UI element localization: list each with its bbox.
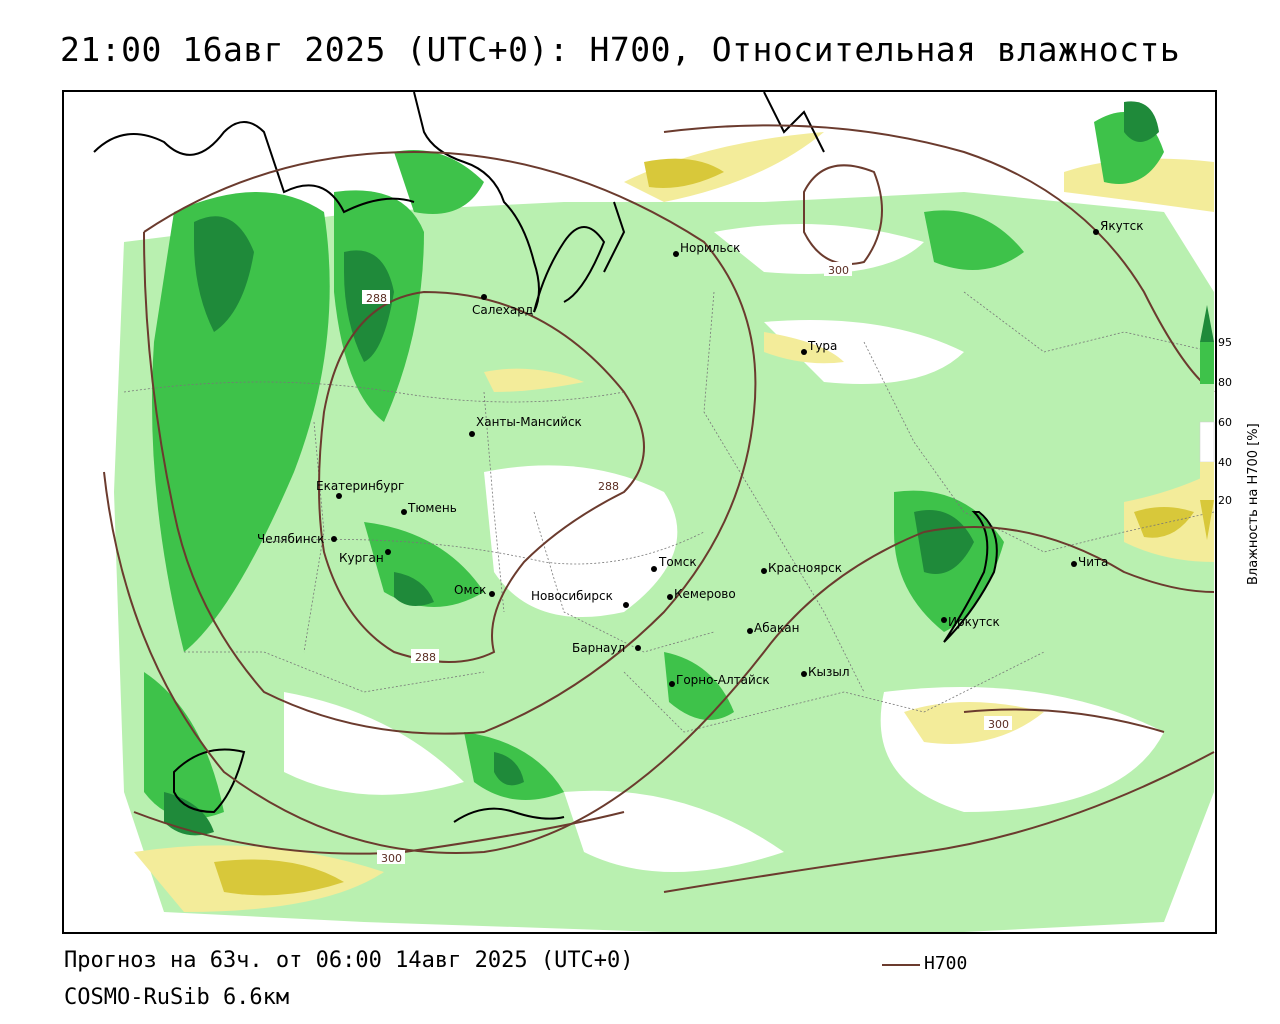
city-marker [801, 349, 807, 355]
contour-label-bg [594, 478, 622, 492]
contour-label: 288 [598, 480, 619, 493]
forecast-info: Прогноз на 63ч. от 06:00 14авг 2025 (UTC… [64, 948, 634, 973]
colorbar-band-40 [1199, 421, 1215, 463]
colorbar-band-80 [1200, 342, 1214, 384]
city-marker [635, 645, 641, 651]
contour-label-bg [824, 262, 852, 276]
city-marker [385, 549, 391, 555]
city-marker [651, 566, 657, 572]
city-label-kemerovo: Кемерово [674, 587, 736, 601]
map-panel: 288 288 288 300 300 300 Норильск Якутск … [62, 90, 1217, 934]
city-marker [489, 591, 495, 597]
humidity-map: 288 288 288 300 300 300 Норильск Якутск … [93, 92, 1215, 932]
contour-label: 300 [828, 264, 849, 277]
city-marker [481, 294, 487, 300]
city-marker [1093, 229, 1099, 235]
city-marker [941, 617, 947, 623]
h700-contours [103, 124, 1215, 893]
contour-label-bg [411, 649, 439, 663]
city-label-norilsk: Норильск [680, 241, 740, 255]
colorbar-tick: 40 [1218, 456, 1232, 469]
colorbar-tick: 60 [1218, 416, 1232, 429]
city-label-omsk: Омск [454, 583, 486, 597]
city-marker [673, 251, 679, 257]
city-label-barnaul: Барнаул [572, 641, 625, 655]
contour-labels: 288 288 288 300 300 300 [362, 262, 1012, 865]
city-label-tyumen: Тюмень [407, 501, 457, 515]
colorbar: 95 80 60 40 20 [1199, 305, 1232, 540]
city-label-gorno-altaysk: Горно-Алтайск [676, 673, 770, 687]
city-marker [1071, 561, 1077, 567]
city-marker [761, 568, 767, 574]
city-marker [331, 536, 337, 542]
city-label-chelyabinsk: Челябинск [257, 532, 324, 546]
colorbar-tick: 95 [1218, 336, 1232, 349]
city-label-irkutsk: Иркутск [948, 615, 1000, 629]
city-label-kurgan: Курган [339, 551, 384, 565]
city-label-khanty-mansiysk: Ханты-Мансийск [476, 415, 582, 429]
h700-legend-line [882, 964, 920, 966]
map-title: 21:00 16авг 2025 (UTC+0): H700, Относите… [60, 30, 1181, 69]
contour-label: 288 [366, 292, 387, 305]
city-marker [336, 493, 342, 499]
h700-legend-label: H700 [924, 953, 968, 974]
cities: Норильск Якутск Салехард Тура Ханты-Манс… [257, 219, 1144, 687]
city-label-kyzyl: Кызыл [808, 665, 850, 679]
city-marker [747, 628, 753, 634]
colorbar-tick: 80 [1218, 376, 1232, 389]
city-marker [623, 602, 629, 608]
city-label-abakan: Абакан [754, 621, 799, 635]
city-label-tomsk: Томск [658, 555, 697, 569]
city-marker [669, 681, 675, 687]
colorbar-tick: 20 [1218, 494, 1232, 507]
city-label-krasnoyarsk: Красноярск [768, 561, 842, 575]
colorbar-top-arrow [1200, 305, 1214, 342]
city-label-yakutsk: Якутск [1100, 219, 1144, 233]
city-marker [469, 431, 475, 437]
contour-label: 300 [381, 852, 402, 865]
model-name: COSMO-RuSib 6.6км [64, 985, 290, 1010]
colorbar-bottom-arrow [1200, 500, 1214, 540]
humidity-fill [114, 101, 1214, 932]
city-marker [667, 594, 673, 600]
colorbar-title: Влажность на H700 [%] [1246, 423, 1261, 585]
city-marker [801, 671, 807, 677]
city-label-ekaterinburg: Екатеринбург [316, 479, 404, 493]
city-label-chita: Чита [1078, 555, 1108, 569]
contour-label: 300 [988, 718, 1009, 731]
contour-label: 288 [415, 651, 436, 664]
contour-label-bg [362, 290, 390, 304]
colorbar-band-20 [1200, 462, 1214, 500]
city-label-novosibirsk: Новосибирск [531, 589, 613, 603]
city-label-tura: Тура [807, 339, 837, 353]
city-label-salekhard: Салехард [472, 303, 533, 317]
contour-label-bg [984, 716, 1012, 730]
city-marker [401, 509, 407, 515]
colorbar-band-60 [1200, 384, 1214, 422]
contour-label-bg [377, 850, 405, 864]
